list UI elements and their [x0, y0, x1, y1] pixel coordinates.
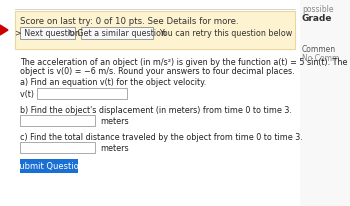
Text: possible: possible [302, 5, 334, 14]
Text: v(t) =: v(t) = [20, 90, 43, 98]
Text: c) Find the total distance traveled by the object from time 0 to time 3.: c) Find the total distance traveled by t… [20, 132, 303, 141]
Bar [37, 89, 127, 99]
Polygon shape [0, 26, 8, 36]
FancyBboxPatch shape [20, 28, 75, 40]
Text: object is v(0) = −6 m/s. Round your answers to four decimal places.: object is v(0) = −6 m/s. Round your answ… [20, 67, 295, 76]
Text: Grade: Grade [302, 14, 332, 23]
Text: ↻ Get a similar question: ↻ Get a similar question [68, 29, 166, 38]
Bar [20, 115, 95, 126]
Text: Submit Question: Submit Question [14, 162, 84, 171]
Bar [20, 142, 95, 153]
Text: Score on last try: 0 of 10 pts. See Details for more.: Score on last try: 0 of 10 pts. See Deta… [20, 17, 239, 26]
Text: b) Find the object's displacement (in meters) from time 0 to time 3.: b) Find the object's displacement (in me… [20, 105, 292, 115]
Text: meters: meters [100, 143, 129, 152]
Text: a) Find an equation v(t) for the object velocity.: a) Find an equation v(t) for the object … [20, 78, 206, 87]
Bar [20, 159, 78, 173]
Bar [15, 12, 295, 50]
Text: You can retry this question below: You can retry this question below [159, 29, 292, 38]
FancyBboxPatch shape [81, 28, 153, 40]
Text: No Comm: No Comm [302, 54, 340, 63]
Text: Commen: Commen [302, 45, 336, 54]
Text: meters: meters [100, 116, 129, 125]
Bar [300, 0, 350, 206]
Text: The acceleration of an object (in m/s²) is given by the function a(t) = 5 sin(t): The acceleration of an object (in m/s²) … [20, 58, 350, 67]
Text: > Next question: > Next question [15, 29, 80, 38]
